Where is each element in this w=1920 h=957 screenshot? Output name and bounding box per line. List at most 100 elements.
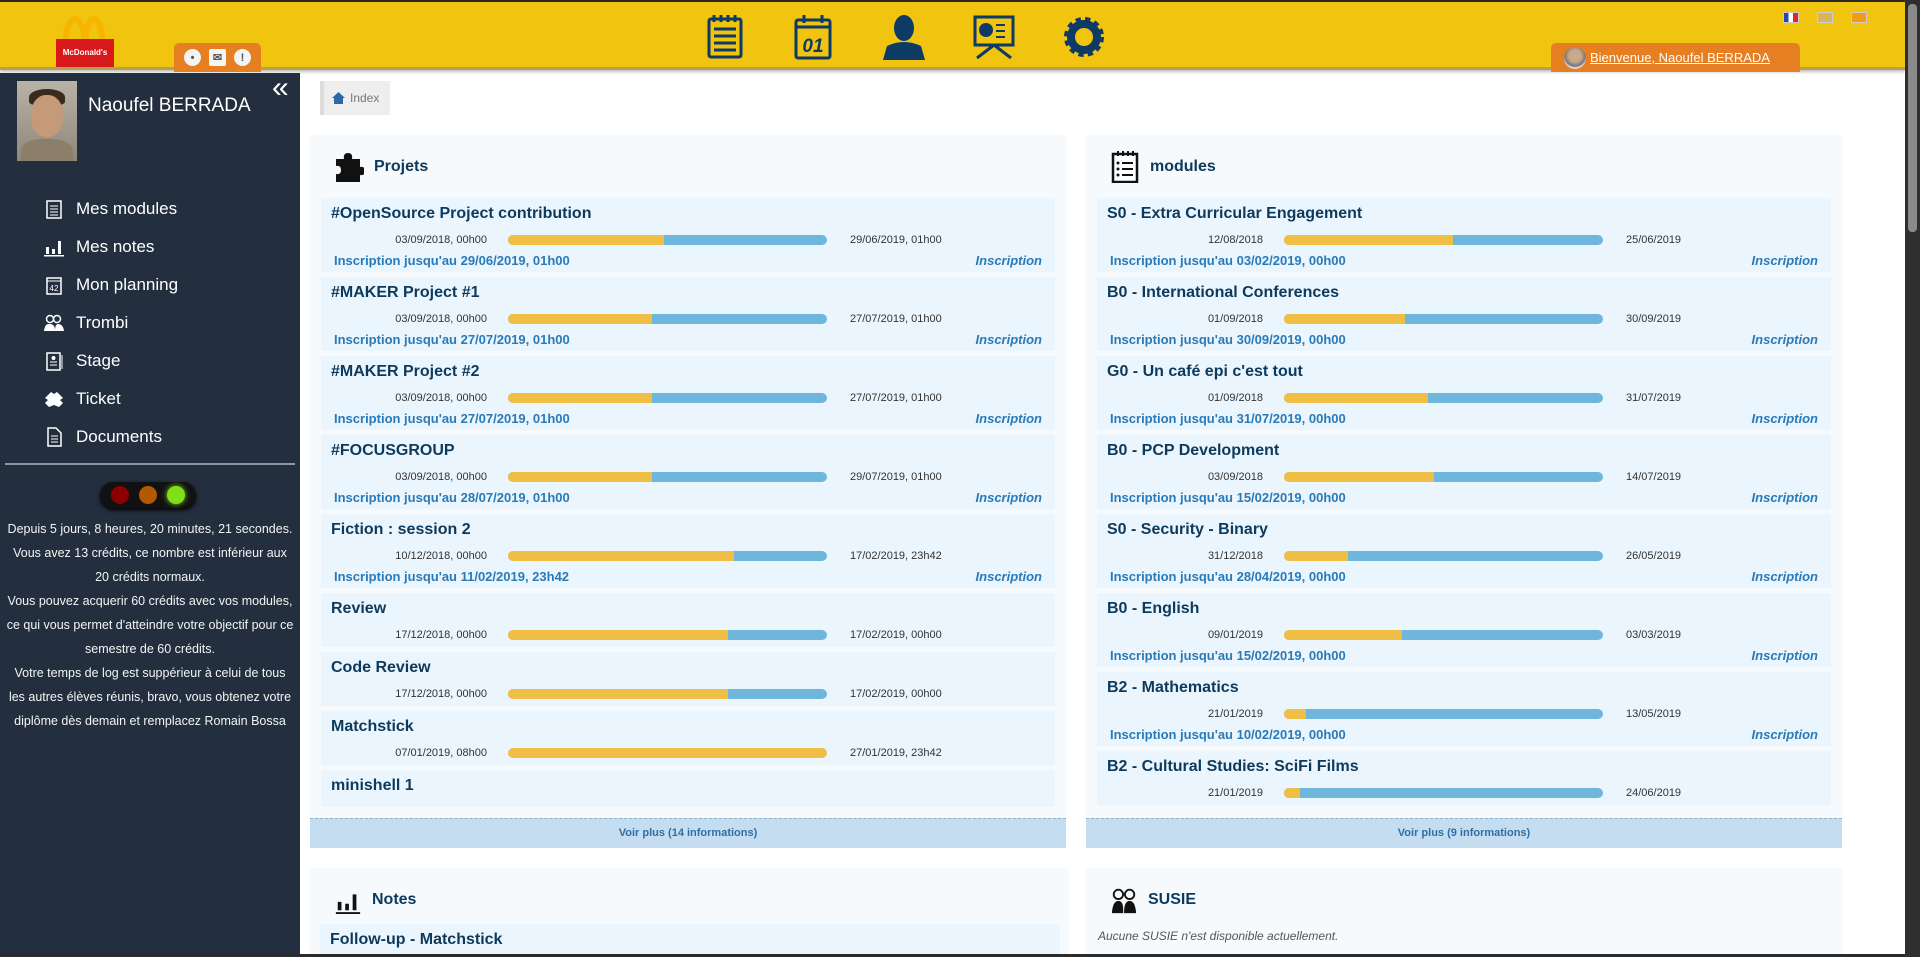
list-item[interactable]: #MAKER Project #1 03/09/2018, 00h00 27/07/… [321, 277, 1055, 351]
progress-bar [1284, 630, 1603, 640]
end-date: 17/02/2019, 00h00 [850, 688, 942, 700]
start-date: 21/01/2019 [1207, 787, 1263, 799]
flag-other[interactable] [1851, 12, 1867, 23]
item-title[interactable]: #MAKER Project #1 [331, 284, 480, 301]
sidebar-item-label: Mon planning [76, 275, 179, 294]
list-item[interactable]: Review 17/12/2018, 00h00 17/02/2019, 00h00 [321, 593, 1055, 647]
list-item[interactable]: Matchstick 07/01/2019, 08h00 27/01/2019, 2… [321, 711, 1055, 765]
item-title[interactable]: #MAKER Project #2 [331, 363, 480, 380]
inscription-link[interactable]: Inscription [1751, 490, 1818, 505]
breadcrumb[interactable]: Index [320, 81, 390, 115]
item-title[interactable]: Matchstick [331, 718, 414, 735]
sidebar-item-mes-notes[interactable]: Mes notes [0, 228, 300, 266]
start-date: 03/09/2018, 00h00 [395, 392, 487, 404]
inscription-link[interactable]: Inscription [1751, 727, 1818, 742]
bug-icon [45, 392, 63, 407]
mail-icon[interactable]: ✉ [209, 49, 226, 66]
item-title[interactable]: minishell 1 [331, 777, 414, 794]
inscription-link[interactable]: Inscription [975, 569, 1042, 584]
scrollbar-thumb[interactable] [1908, 4, 1917, 232]
inscription-link[interactable]: Inscription [1751, 648, 1818, 663]
svg-text:McDonald's: McDonald's [63, 48, 108, 57]
item-title[interactable]: Fiction : session 2 [331, 521, 471, 538]
sidebar-item-mes-modules[interactable]: Mes modules [0, 190, 300, 228]
progress-bar [508, 235, 827, 245]
list-item[interactable]: B0 - English 09/01/2019 03/03/2019 Inscript… [1097, 593, 1831, 667]
sidebar-item-trombi[interactable]: Trombi [0, 304, 300, 342]
item-title[interactable]: B0 - PCP Development [1107, 442, 1280, 459]
modules-voir-plus-button[interactable]: Voir plus (9 informations) [1086, 818, 1842, 848]
modules-header: modules [1110, 151, 1216, 183]
item-title[interactable]: B2 - Cultural Studies: SciFi Films [1107, 758, 1359, 775]
list-item[interactable]: #OpenSource Project contribution 03/09/20… [321, 198, 1055, 272]
progress-bar [508, 748, 827, 758]
inscription-link[interactable]: Inscription [1751, 411, 1818, 426]
list-item[interactable]: B2 - Cultural Studies: SciFi Films 21/01/… [1097, 751, 1831, 805]
inscription-link[interactable]: Inscription [975, 253, 1042, 268]
inscription-link[interactable]: Inscription [1751, 253, 1818, 268]
notification-tab: • ✉ ! [174, 43, 261, 72]
breadcrumb-index: Index [350, 91, 380, 105]
sidebar-item-mon-planning[interactable]: 42 Mon planning [0, 266, 300, 304]
flag-uk[interactable] [1817, 12, 1833, 23]
modules-notepad-icon[interactable] [702, 14, 748, 60]
welcome-link[interactable]: Bienvenue, Naoufel BERRADA [1590, 50, 1770, 65]
list-item[interactable]: B2 - Mathematics 21/01/2019 13/05/2019 Insc… [1097, 672, 1831, 746]
item-title[interactable]: Review [331, 600, 387, 617]
mcdonalds-logo[interactable]: McDonald's [52, 7, 118, 69]
list-item[interactable]: #FOCUSGROUP 03/09/2018, 00h00 29/07/2019, … [321, 435, 1055, 509]
end-date: 25/06/2019 [1626, 234, 1682, 246]
item-title[interactable]: Code Review [331, 659, 431, 676]
inscription-link[interactable]: Inscription [1751, 332, 1818, 347]
start-date: 03/09/2018 [1207, 471, 1263, 483]
alert-icon[interactable]: ! [234, 49, 251, 66]
notepad-icon [1111, 151, 1139, 183]
notes-title: Notes [372, 891, 417, 908]
progress-bar [1284, 472, 1603, 482]
progress-fill [1284, 788, 1300, 798]
item-title[interactable]: B0 - International Conferences [1107, 284, 1340, 301]
user-icon[interactable] [881, 14, 927, 60]
list-item[interactable]: #MAKER Project #2 03/09/2018, 00h00 27/07/… [321, 356, 1055, 430]
list-item[interactable]: B0 - PCP Development 03/09/2018 14/07/2019… [1097, 435, 1831, 509]
list-item[interactable]: minishell 1 [321, 770, 1055, 807]
item-title[interactable]: S0 - Extra Curricular Engagement [1107, 205, 1363, 222]
item-title[interactable]: S0 - Security - Binary [1107, 521, 1268, 538]
list-item[interactable]: B0 - International Conferences 01/09/2018… [1097, 277, 1831, 351]
inscription-link[interactable]: Inscription [975, 332, 1042, 347]
sidebar-item-ticket[interactable]: Ticket [0, 380, 300, 418]
presentation-icon[interactable] [971, 14, 1017, 60]
item-title[interactable]: G0 - Un café epi c'est tout [1107, 363, 1303, 380]
inscription-link[interactable]: Inscription [1751, 569, 1818, 584]
progress-bar [508, 472, 827, 482]
sidebar-item-documents[interactable]: Documents [0, 418, 300, 456]
list-item[interactable]: Code Review 17/12/2018, 00h00 17/02/2019, … [321, 652, 1055, 706]
flag-fr[interactable] [1783, 12, 1799, 23]
inscription-link[interactable]: Inscription [975, 490, 1042, 505]
item-title[interactable]: #FOCUSGROUP [331, 442, 455, 459]
progress-fill [1284, 393, 1428, 403]
item-title[interactable]: #OpenSource Project contribution [331, 205, 592, 222]
gear-icon[interactable] [1061, 14, 1107, 60]
sidebar-item-stage[interactable]: Stage [0, 342, 300, 380]
calendar-icon[interactable]: 01 [790, 14, 836, 60]
collapse-sidebar-icon[interactable]: « [272, 71, 289, 104]
list-item[interactable]: Fiction : session 2 10/12/2018, 00h00 17/0… [321, 514, 1055, 588]
start-date: 17/12/2018, 00h00 [395, 629, 487, 641]
projets-voir-plus-button[interactable]: Voir plus (14 informations) [310, 818, 1066, 848]
log-status-text: Depuis 5 jours, 8 heures, 20 minutes, 21… [6, 517, 294, 733]
item-title[interactable]: B0 - English [1107, 600, 1200, 617]
list-item[interactable]: S0 - Security - Binary 31/12/2018 26/05/20… [1097, 514, 1831, 588]
progress-bar [508, 314, 827, 324]
location-pin-icon[interactable]: • [184, 49, 201, 66]
start-date: 03/09/2018, 00h00 [395, 234, 487, 246]
progress-bar [1284, 551, 1603, 561]
list-item[interactable]: G0 - Un café epi c'est tout 01/09/2018 31/… [1097, 356, 1831, 430]
start-date: 01/09/2018 [1207, 313, 1263, 325]
note-item[interactable]: Follow-up - Matchstick [320, 924, 1060, 954]
start-date: 21/01/2019 [1207, 708, 1263, 720]
inscription-link[interactable]: Inscription [975, 411, 1042, 426]
item-title[interactable]: B2 - Mathematics [1107, 679, 1239, 696]
page-scrollbar[interactable] [1905, 0, 1920, 957]
list-item[interactable]: S0 - Extra Curricular Engagement 12/08/20… [1097, 198, 1831, 272]
